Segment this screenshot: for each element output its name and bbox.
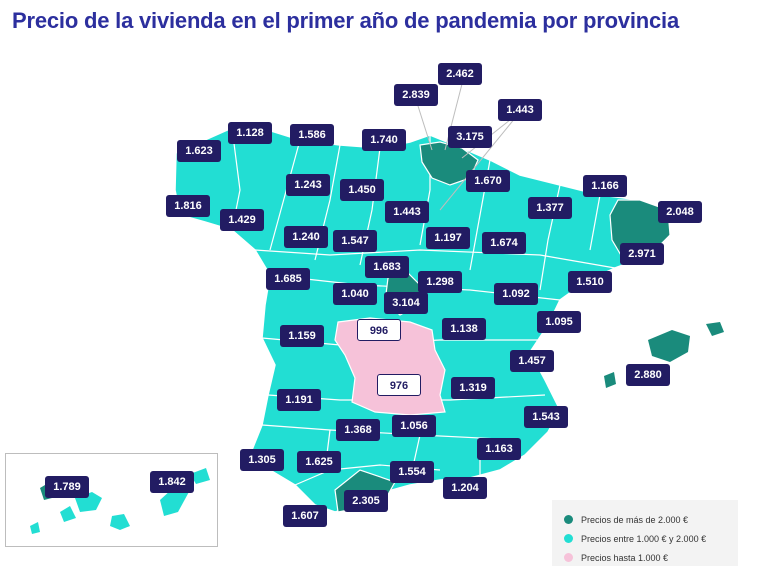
label-castellon: 1.510	[568, 271, 612, 293]
label-caceres: 1.159	[280, 325, 324, 347]
label-tarragona: 1.674	[482, 232, 526, 254]
label-granada: 1.554	[390, 461, 434, 483]
label-vizcaya: 2.839	[394, 84, 438, 106]
label-jaen: 1.056	[392, 415, 436, 437]
legend-swatch-high	[564, 515, 573, 524]
label-lleida: 1.377	[528, 197, 572, 219]
label-huelva: 1.305	[240, 449, 284, 471]
label-asturias: 1.586	[290, 124, 334, 146]
legend-item-high: Precios de más de 2.000 €	[564, 510, 730, 529]
legend-item-mid: Precios entre 1.000 € y 2.000 €	[564, 529, 730, 548]
label-santa-cruz-tenerife: 1.789	[45, 476, 89, 498]
label-segovia: 1.683	[365, 256, 409, 278]
label-avila: 1.040	[333, 283, 377, 305]
label-a-coruna: 1.623	[177, 140, 221, 162]
ibiza-shape	[604, 372, 616, 388]
label-zamora: 1.240	[284, 226, 328, 248]
label-toledo: 996	[357, 319, 401, 341]
label-zaragoza: 1.197	[426, 227, 470, 249]
canarias-inset	[5, 453, 218, 547]
label-alicante: 1.457	[510, 350, 554, 372]
legend-label-high: Precios de más de 2.000 €	[581, 514, 689, 525]
label-cadiz: 1.607	[283, 505, 327, 527]
legend-swatch-low	[564, 553, 573, 562]
legend-label-mid: Precios entre 1.000 € y 2.000 €	[581, 533, 707, 544]
legend-label-low: Precios hasta 1.000 €	[581, 552, 669, 563]
label-cordoba: 1.368	[336, 419, 380, 441]
label-almeria-coast: 1.204	[443, 477, 487, 499]
label-malaga: 2.305	[344, 490, 388, 512]
label-girona: 2.048	[658, 201, 702, 223]
label-valladolid: 1.547	[333, 230, 377, 252]
label-ourense: 1.429	[220, 209, 264, 231]
label-la-rioja: 1.670	[466, 170, 510, 192]
label-ciudad-real: 976	[377, 374, 421, 396]
label-huesca: 1.166	[583, 175, 627, 197]
label-alava: 3.175	[448, 126, 492, 148]
legend: Precios de más de 2.000 € Precios entre …	[552, 500, 738, 566]
label-salamanca: 1.685	[266, 268, 310, 290]
label-valencia: 1.095	[537, 311, 581, 333]
label-navarra: 1.443	[498, 99, 542, 121]
label-pontevedra: 1.816	[166, 195, 210, 217]
label-teruel: 1.092	[494, 283, 538, 305]
label-madrid: 3.104	[384, 292, 428, 314]
label-badajoz: 1.191	[277, 389, 321, 411]
map-title: Precio de la vivienda en el primer año d…	[12, 8, 679, 33]
label-soria: 1.443	[385, 201, 429, 223]
label-gipuzkoa: 2.462	[438, 63, 482, 85]
label-cantabria: 1.740	[362, 129, 406, 151]
label-almeria: 1.163	[477, 438, 521, 460]
label-barcelona: 2.971	[620, 243, 664, 265]
menorca-shape	[706, 322, 724, 336]
label-baleares: 2.880	[626, 364, 670, 386]
baleares-shape	[648, 330, 690, 362]
label-guadalajara: 1.298	[418, 271, 462, 293]
label-lugo: 1.128	[228, 122, 272, 144]
label-sevilla: 1.625	[297, 451, 341, 473]
legend-item-low: Precios hasta 1.000 €	[564, 548, 730, 567]
legend-swatch-mid	[564, 534, 573, 543]
label-burgos: 1.450	[340, 179, 384, 201]
label-murcia: 1.543	[524, 406, 568, 428]
label-las-palmas: 1.842	[150, 471, 194, 493]
label-albacete: 1.319	[451, 377, 495, 399]
label-leon: 1.243	[286, 174, 330, 196]
label-cuenca: 1.138	[442, 318, 486, 340]
